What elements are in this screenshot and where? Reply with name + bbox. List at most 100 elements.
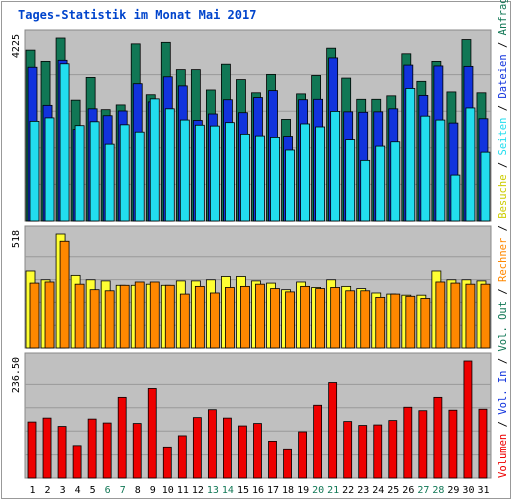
- bar-rechner-6: [104, 290, 115, 349]
- bar-rechner-16: [255, 283, 265, 349]
- x-tick-label: 24: [372, 485, 384, 496]
- bar-seiten-17: [270, 137, 280, 222]
- bar-seiten-11: [179, 119, 190, 222]
- x-tick-label: 3: [60, 485, 66, 496]
- bar-volumen-20: [313, 404, 323, 479]
- x-tick-label: 5: [90, 485, 96, 496]
- legend-entry: /: [497, 421, 509, 434]
- bar-rechner-17: [270, 288, 280, 349]
- bar-rechner-15: [240, 285, 250, 349]
- bar-rechner-29: [450, 282, 461, 349]
- bar-seiten-23: [360, 159, 371, 222]
- bar-seiten-1: [29, 120, 40, 222]
- x-tick-label: 25: [387, 485, 399, 496]
- bar-seiten-10: [164, 108, 175, 222]
- bar-volumen-25: [388, 420, 398, 479]
- legend-entry: Dateien: [497, 54, 509, 105]
- bar-rechner-12: [194, 285, 205, 349]
- bar-seiten-6: [104, 143, 115, 222]
- bar-seiten-20: [315, 126, 326, 222]
- x-tick-label: 30: [462, 485, 474, 496]
- bar-volumen-18: [283, 448, 292, 479]
- bar-rechner-4: [74, 283, 85, 349]
- bar-seiten-24: [375, 145, 386, 222]
- bar-volumen-29: [448, 409, 458, 479]
- bar-rechner-14: [225, 287, 235, 349]
- x-tick-label: 2: [45, 485, 51, 496]
- bar-volumen-2: [42, 417, 52, 479]
- x-tick-label: 8: [135, 485, 141, 496]
- x-tick-label: 29: [447, 485, 459, 496]
- bar-rechner-2: [44, 281, 55, 349]
- bar-volumen-5: [87, 418, 97, 479]
- legend: Volumen / Vol. In / Vol. Out / Rechner /…: [497, 0, 509, 478]
- bar-seiten-5: [89, 121, 100, 222]
- bar-rechner-31: [480, 283, 491, 349]
- bar-rechner-26: [405, 295, 416, 349]
- bar-seiten-7: [119, 124, 130, 222]
- x-tick-label: 12: [192, 485, 204, 496]
- bar-seiten-15: [240, 133, 250, 222]
- bar-rechner-22: [345, 290, 356, 349]
- bar-volumen-30: [463, 360, 473, 479]
- page-title: Tages-Statistik im Monat Mai 2017: [18, 8, 257, 22]
- x-tick-label: 28: [432, 485, 444, 496]
- x-tick-label: 14: [222, 485, 234, 496]
- legend-entry: Seiten: [497, 118, 509, 162]
- bar-rechner-3: [59, 240, 70, 349]
- bar-volumen-7: [117, 396, 127, 479]
- bar-volumen-23: [358, 425, 368, 479]
- legend-entry: /: [497, 288, 509, 301]
- bar-volumen-16: [253, 423, 262, 479]
- bar-volumen-19: [298, 431, 307, 479]
- x-tick-label: 11: [177, 485, 189, 496]
- bar-volumen-21: [328, 382, 338, 479]
- bar-rechner-5: [89, 289, 100, 349]
- bar-seiten-30: [465, 107, 476, 222]
- bar-seiten-31: [480, 151, 491, 222]
- x-tick-label: 6: [105, 485, 111, 496]
- x-tick-label: 20: [312, 485, 324, 496]
- bar-rechner-10: [164, 284, 175, 349]
- bar-rechner-13: [209, 292, 220, 349]
- y-tick-label: 236.50: [11, 357, 22, 393]
- x-tick-label: 31: [477, 485, 489, 496]
- bar-volumen-4: [72, 445, 82, 479]
- bar-volumen-28: [433, 396, 443, 479]
- legend-entry: Anfragen: [497, 0, 509, 42]
- legend-entry: /: [497, 225, 509, 238]
- bar-seiten-25: [390, 141, 401, 222]
- x-tick-label: 23: [357, 485, 369, 496]
- bar-rechner-11: [179, 293, 190, 349]
- x-tick-label: 13: [207, 485, 219, 496]
- bar-seiten-27: [420, 115, 431, 222]
- bar-volumen-13: [207, 409, 217, 479]
- bar-seiten-3: [59, 63, 70, 222]
- bar-volumen-31: [478, 408, 488, 479]
- bar-seiten-8: [134, 131, 145, 222]
- panel-middle: 518: [11, 225, 492, 349]
- x-tick-label: 27: [417, 485, 429, 496]
- legend-entry: /: [497, 105, 509, 118]
- bar-seiten-4: [74, 125, 85, 222]
- legend-entry: /: [497, 42, 509, 55]
- x-tick-label: 22: [342, 485, 354, 496]
- bar-rechner-18: [285, 291, 295, 349]
- bar-rechner-19: [300, 285, 310, 349]
- x-tick-label: 1: [30, 485, 36, 496]
- x-tick-label: 18: [282, 485, 294, 496]
- bar-volumen-8: [132, 423, 142, 479]
- bar-volumen-15: [238, 425, 247, 479]
- bar-seiten-28: [435, 119, 446, 222]
- bar-rechner-30: [465, 283, 476, 349]
- bar-rechner-24: [375, 296, 386, 349]
- bar-volumen-17: [268, 440, 277, 479]
- bar-rechner-28: [435, 281, 446, 349]
- legend-entry: /: [497, 162, 509, 175]
- x-tick-label: 21: [327, 485, 339, 496]
- bar-seiten-19: [300, 123, 310, 222]
- bar-volumen-14: [223, 417, 232, 479]
- bar-seiten-26: [405, 88, 416, 222]
